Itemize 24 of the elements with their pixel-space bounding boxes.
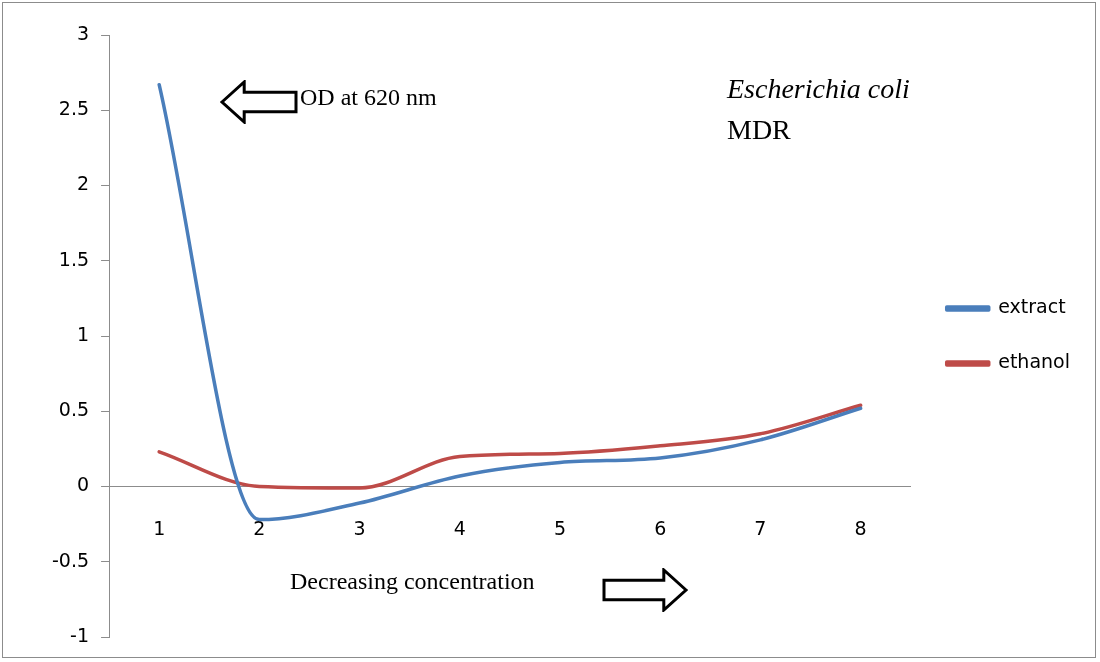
legend-label: ethanol: [998, 350, 1071, 373]
x-tick-label: 5: [553, 516, 567, 539]
x-tick-label: 3: [353, 516, 366, 539]
annotation: OD at 620 nm: [300, 84, 437, 111]
y-tick-label: 3: [76, 21, 90, 44]
y-tick-label: 0: [76, 473, 90, 496]
y-tick-label: 2: [76, 172, 90, 195]
x-tick-label: 4: [453, 516, 466, 539]
x-tick-label: 1: [153, 516, 166, 539]
x-tick-label: 8: [854, 516, 867, 539]
x-tick-label: 2: [253, 516, 266, 539]
x-tick-label: 7: [754, 516, 767, 539]
annotation: MDR: [727, 114, 791, 146]
y-tick-label: 1.5: [58, 247, 90, 270]
y-tick-label: 1: [76, 322, 90, 345]
y-tick-label: 0.5: [58, 398, 90, 421]
line-series: [157, 403, 863, 490]
y-tick-label: -0.5: [51, 548, 90, 571]
y-tick-label: 2.5: [58, 97, 90, 120]
annotation: Escherichia coli: [727, 73, 910, 105]
x-tick-label: 6: [654, 516, 667, 539]
annotation: Decreasing concentration: [290, 568, 535, 595]
legend-label: extract: [998, 295, 1066, 318]
y-tick-label: -1: [70, 623, 90, 646]
